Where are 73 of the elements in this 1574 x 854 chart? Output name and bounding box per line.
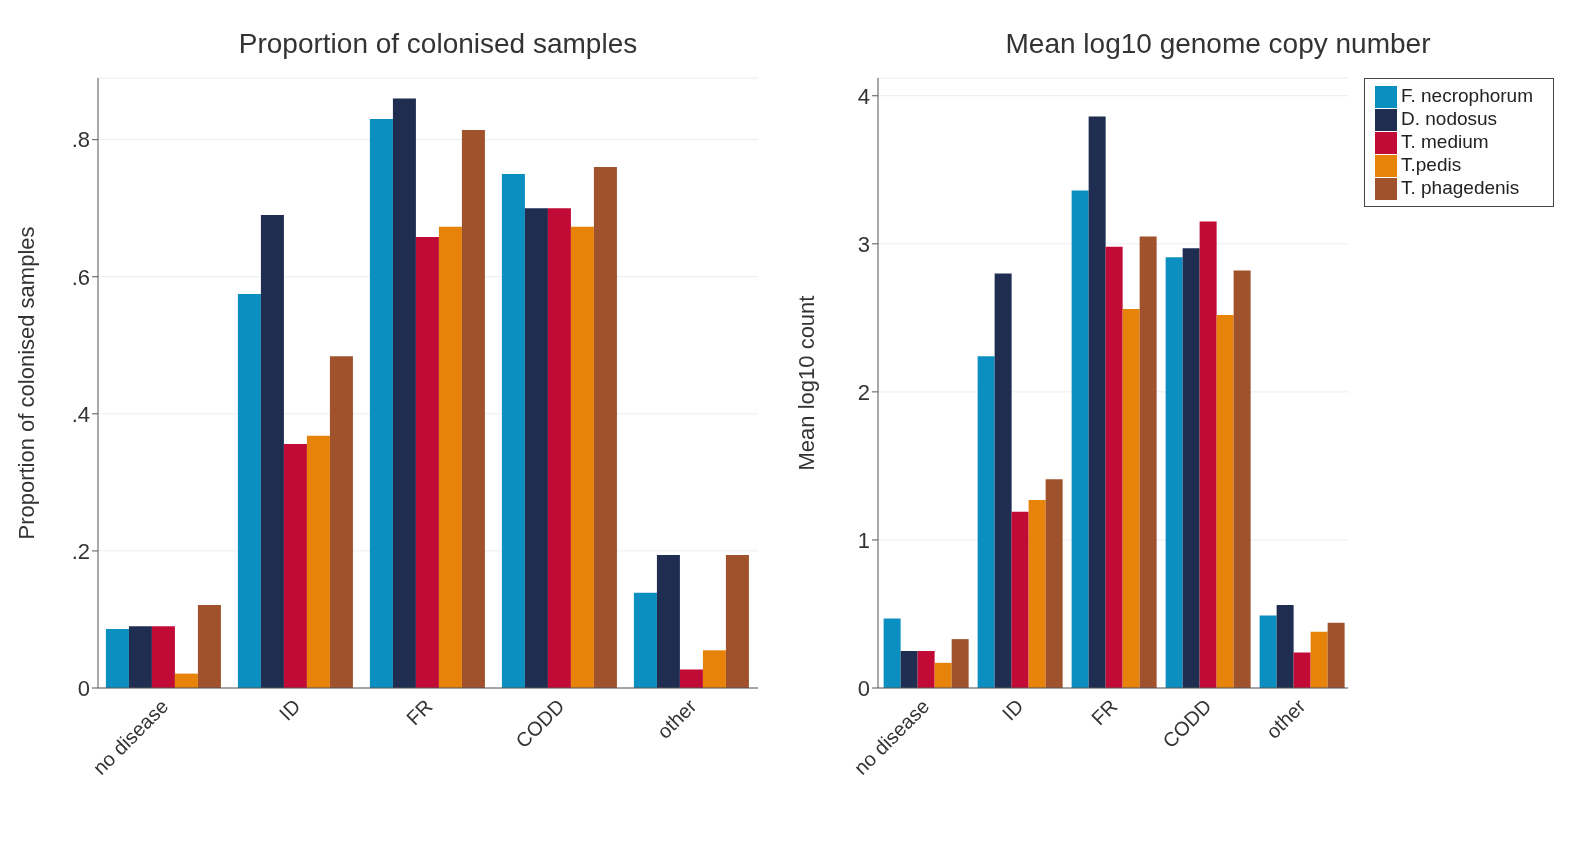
bar xyxy=(656,555,680,688)
x-tick-label: FR xyxy=(402,694,437,730)
chart-title: Proportion of colonised samples xyxy=(237,28,639,60)
bar xyxy=(1105,246,1123,688)
bar xyxy=(524,208,548,688)
legend-label: T.pedis xyxy=(1400,153,1462,175)
legend-label: T. phagedenis xyxy=(1400,176,1520,198)
bar xyxy=(1199,221,1217,688)
x-tick-label: FR xyxy=(1087,694,1122,730)
bar xyxy=(633,592,657,688)
bar xyxy=(105,629,129,688)
bar xyxy=(1071,190,1089,688)
chart-title: Mean log10 genome copy number xyxy=(1004,28,1432,60)
bar xyxy=(900,650,918,688)
bar xyxy=(1045,479,1063,688)
bar xyxy=(1122,308,1140,688)
bar xyxy=(994,273,1012,688)
bar xyxy=(1259,615,1277,688)
bar xyxy=(461,130,485,688)
bar xyxy=(369,119,393,688)
bar xyxy=(593,167,617,688)
y-tick-label: 4 xyxy=(857,83,870,109)
bar xyxy=(1028,499,1046,688)
bar xyxy=(128,626,152,688)
bar xyxy=(1011,511,1029,688)
bar xyxy=(1293,652,1311,688)
y-tick-label: 3 xyxy=(857,231,870,257)
y-tick-label: 1 xyxy=(857,527,870,553)
bar xyxy=(260,215,284,688)
y-tick-label: .2 xyxy=(71,538,90,564)
bar xyxy=(1182,248,1200,688)
y-tick-label: .6 xyxy=(71,264,90,290)
bar xyxy=(679,669,703,688)
bar xyxy=(1276,605,1294,688)
legend-label: F. necrophorum xyxy=(1400,85,1533,106)
y-tick-label: 0 xyxy=(77,675,90,701)
bar xyxy=(1233,270,1251,688)
bar xyxy=(329,356,353,688)
bar xyxy=(547,208,571,688)
legend-label: D. nodosus xyxy=(1400,107,1498,129)
bar xyxy=(1216,314,1234,688)
bar xyxy=(1165,257,1183,688)
bar xyxy=(725,555,749,688)
bar xyxy=(438,226,462,688)
bar xyxy=(570,226,594,688)
bar xyxy=(197,605,221,688)
bar xyxy=(702,650,726,688)
bar xyxy=(1139,236,1157,688)
bar xyxy=(392,98,416,688)
y-axis-title: Proportion of colonised samples xyxy=(13,226,39,540)
bar xyxy=(501,173,525,688)
bar xyxy=(415,237,439,688)
y-axis-title: Mean log10 count xyxy=(793,295,819,471)
bar xyxy=(1310,631,1328,688)
legend-label: T. medium xyxy=(1400,130,1489,152)
bar xyxy=(977,356,995,688)
bar xyxy=(1088,116,1106,688)
bar xyxy=(883,618,901,688)
x-tick-label: ID xyxy=(274,694,305,725)
bar xyxy=(306,435,330,688)
y-tick-label: .8 xyxy=(71,127,90,153)
bar xyxy=(951,639,969,688)
y-tick-label: 0 xyxy=(857,675,870,701)
bar xyxy=(934,662,952,688)
bar xyxy=(283,444,307,688)
bar xyxy=(237,293,261,688)
bar xyxy=(1327,622,1345,688)
y-tick-label: 2 xyxy=(857,379,870,405)
bar xyxy=(917,650,935,688)
bar xyxy=(151,626,175,688)
x-tick-label: ID xyxy=(997,694,1028,725)
bar xyxy=(174,673,198,688)
y-tick-label: .4 xyxy=(71,401,90,427)
